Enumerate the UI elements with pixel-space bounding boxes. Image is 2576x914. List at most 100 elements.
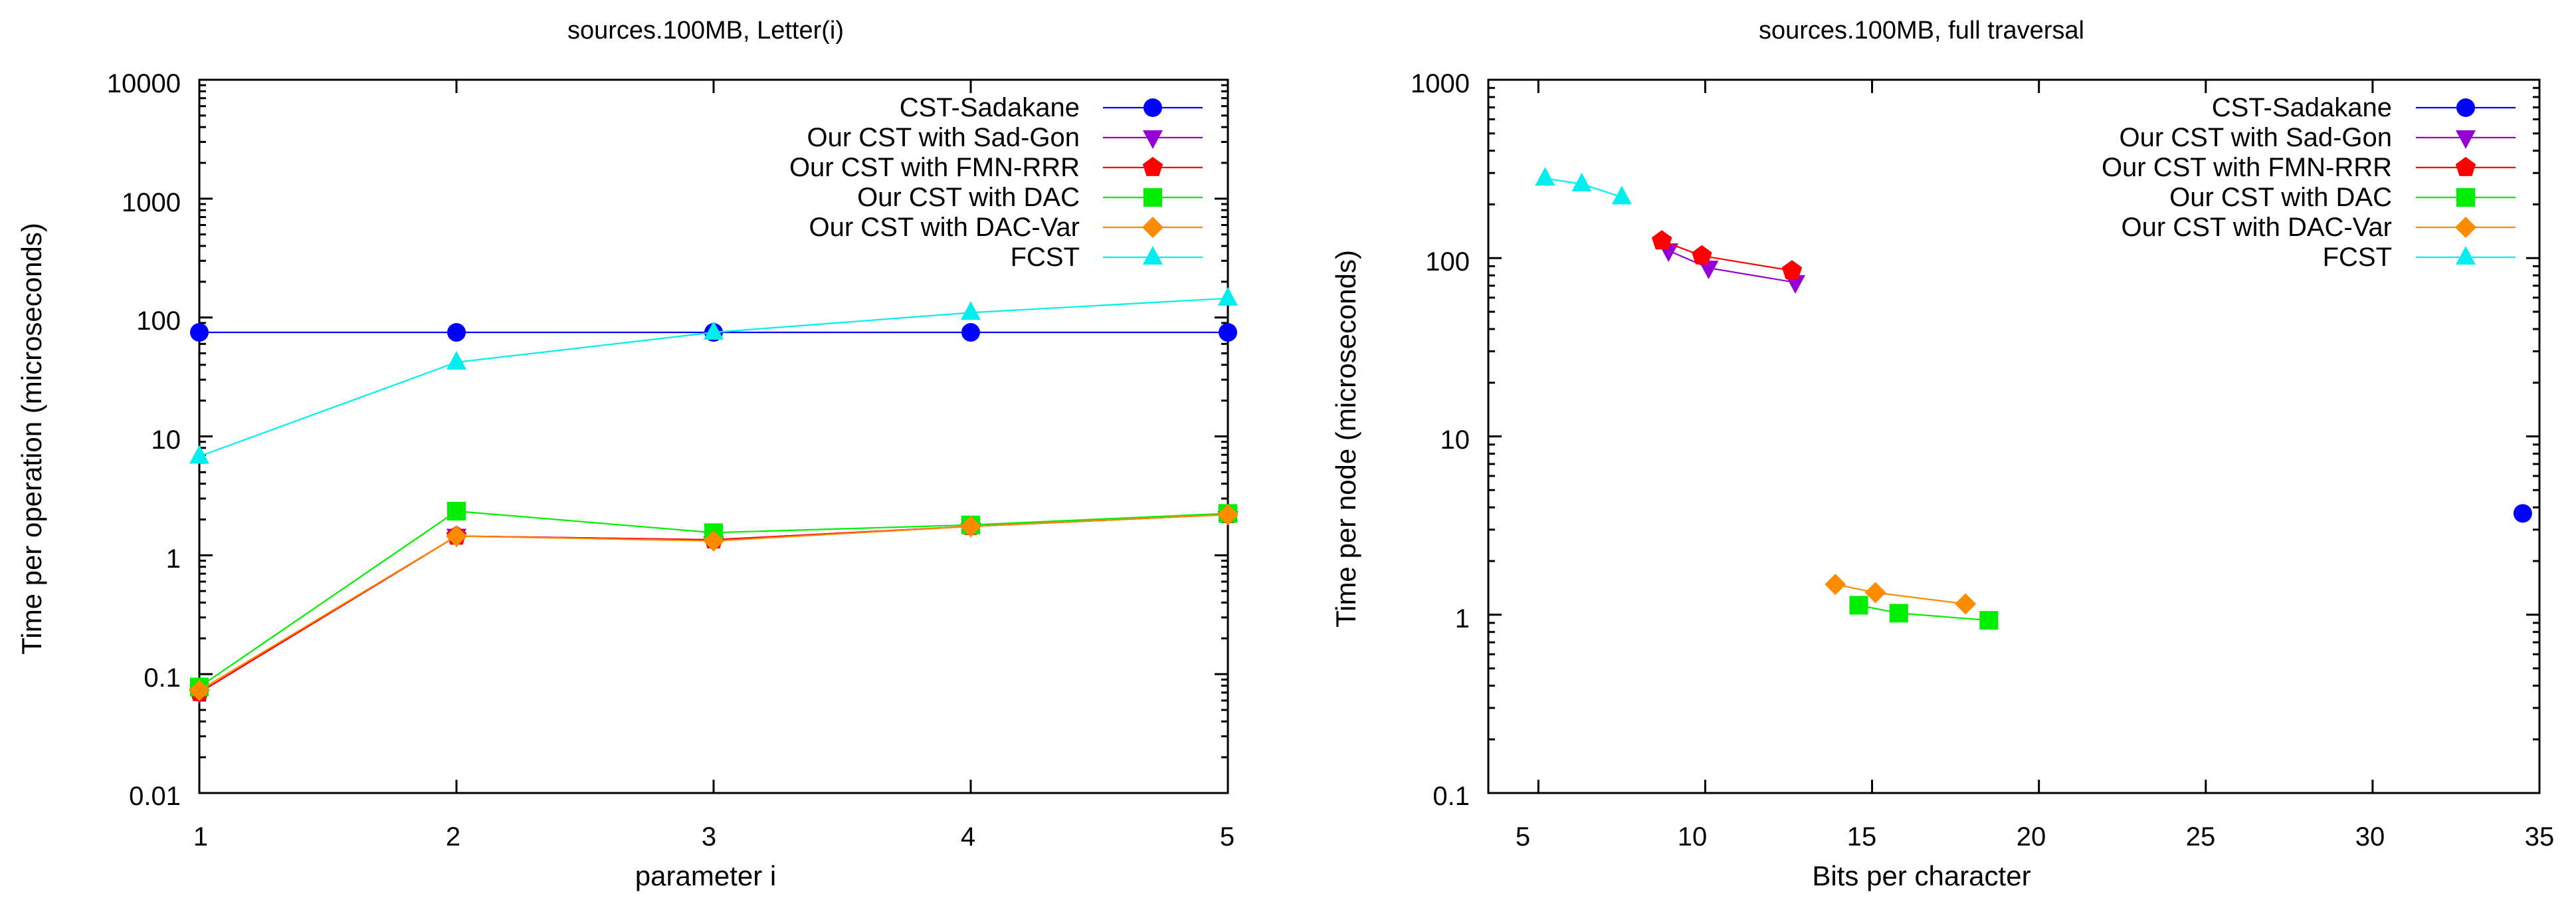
y-axis-label: Time per operation (microseconds)	[16, 223, 47, 655]
y-tick-label: 0.1	[1433, 782, 1470, 811]
data-point	[1979, 611, 1999, 630]
x-tick-label: 3	[702, 822, 716, 852]
data-point	[1849, 596, 1868, 615]
legend-marker	[1143, 188, 1162, 207]
series-line	[1668, 250, 1796, 283]
x-tick-label: 25	[2186, 822, 2216, 852]
series-fcst	[1535, 167, 1632, 205]
y-tick-label: 1	[166, 544, 181, 574]
chart-title: sources.100MB, Letter(i)	[567, 17, 844, 45]
y-tick-labels: 0.1 1 10 100 1000	[1411, 69, 1470, 811]
legend-label: Our CST with FMN-RRR	[789, 153, 1080, 182]
data-point	[446, 351, 466, 370]
legend-label: Our CST with Sad-Gon	[2119, 123, 2392, 152]
series-our-cst-with-fmn-rrr	[1651, 230, 1803, 280]
legend-marker	[2456, 98, 2475, 117]
series-our-cst-with-dac	[1849, 596, 1999, 630]
y-tick-label: 1000	[1411, 69, 1470, 98]
legend-label: Our CST with FMN-RRR	[2102, 153, 2392, 182]
legend-marker	[1143, 246, 1163, 265]
y-tick-labels: 0.01 0.1 1 10 100 1000 10000	[107, 69, 181, 811]
legend-marker	[2456, 188, 2475, 207]
y-tick-label: 100	[136, 306, 181, 336]
data-point	[190, 323, 209, 342]
legend-label: Our CST with DAC	[857, 183, 1080, 212]
series-our-cst-with-dac-var	[1825, 574, 1977, 615]
legend-marker	[1143, 98, 1162, 117]
data-point	[1218, 286, 1238, 306]
legend-label: CST-Sadakane	[2212, 93, 2392, 122]
legend-marker	[2455, 217, 2476, 238]
data-point	[960, 515, 981, 537]
chart-letter-i: sources.100MB, Letter(i) Time per operat…	[16, 17, 1238, 891]
x-tick-label: 2	[446, 822, 460, 852]
axis-ticks	[1488, 78, 2541, 794]
chart-title: sources.100MB, full traversal	[1759, 17, 2084, 45]
legend-label: FCST	[1011, 243, 1080, 272]
data-point	[961, 323, 980, 342]
data-point	[1217, 504, 1238, 526]
y-tick-label: 0.1	[144, 663, 181, 693]
legend-label: Our CST with DAC	[2169, 183, 2392, 212]
x-tick-label: 4	[961, 822, 975, 852]
legend: CST-Sadakane Our CST with Sad-Gon Our CS…	[789, 93, 1080, 272]
legend-samples	[2416, 98, 2516, 265]
x-tick-label: 30	[2355, 822, 2385, 852]
data-point	[1692, 245, 1712, 265]
data-point	[1785, 275, 1805, 294]
legend-marker	[1142, 157, 1163, 176]
data-point	[1651, 230, 1672, 250]
data-point	[1219, 323, 1237, 342]
legend-marker	[2455, 157, 2476, 176]
legend-label: Our CST with DAC-Var	[2122, 213, 2392, 242]
data-point	[2513, 504, 2532, 523]
y-tick-label: 10	[1440, 425, 1470, 455]
x-tick-labels: 1 2 3 4 5	[193, 822, 1235, 852]
legend-label: FCST	[2323, 243, 2392, 272]
series-fcst	[189, 286, 1238, 464]
axis-ticks	[198, 78, 1229, 794]
chart-full-traversal: sources.100MB, full traversal Time per n…	[1330, 17, 2554, 891]
legend-samples	[1103, 98, 1203, 265]
series-cst-sadakane	[2513, 504, 2532, 523]
legend-marker	[1142, 217, 1163, 238]
legend-marker	[2456, 130, 2476, 149]
legend-label: Our CST with Sad-Gon	[807, 123, 1080, 152]
data-point	[1889, 604, 1908, 623]
data-point	[189, 445, 209, 464]
x-tick-label: 5	[1516, 822, 1530, 852]
x-tick-label: 10	[1678, 822, 1708, 852]
data-point	[447, 501, 466, 520]
y-axis-label: Time per node (microseconds)	[1330, 250, 1361, 628]
x-axis-label: Bits per character	[1812, 860, 2031, 891]
legend-marker	[1143, 130, 1163, 149]
y-tick-label: 10000	[107, 69, 181, 98]
data-point	[1825, 574, 1846, 596]
data-point	[447, 323, 466, 342]
series-our-cst-with-dac-var	[189, 504, 1238, 701]
data-point	[1611, 185, 1632, 205]
data-point	[1864, 582, 1886, 604]
y-tick-label: 1000	[122, 188, 181, 217]
data-point	[1535, 167, 1555, 186]
y-tick-label: 1	[1455, 604, 1470, 633]
data-point	[189, 679, 210, 701]
data-point	[1698, 261, 1719, 280]
y-tick-label: 10	[151, 425, 181, 455]
x-tick-label: 20	[2017, 822, 2046, 852]
x-tick-label: 5	[1220, 822, 1235, 852]
data-point	[1571, 172, 1592, 191]
x-tick-label: 1	[193, 822, 208, 852]
data-point	[1781, 260, 1803, 280]
data-point	[961, 301, 981, 320]
data-point	[704, 321, 724, 340]
x-tick-label: 35	[2525, 822, 2555, 852]
y-tick-label: 0.01	[129, 782, 181, 811]
y-tick-label: 100	[1425, 247, 1470, 277]
x-axis-label: parameter i	[635, 860, 776, 891]
data-point	[703, 530, 724, 552]
legend-label: Our CST with DAC-Var	[809, 213, 1080, 242]
legend-label: CST-Sadakane	[900, 93, 1080, 122]
data-point	[1955, 593, 1977, 615]
